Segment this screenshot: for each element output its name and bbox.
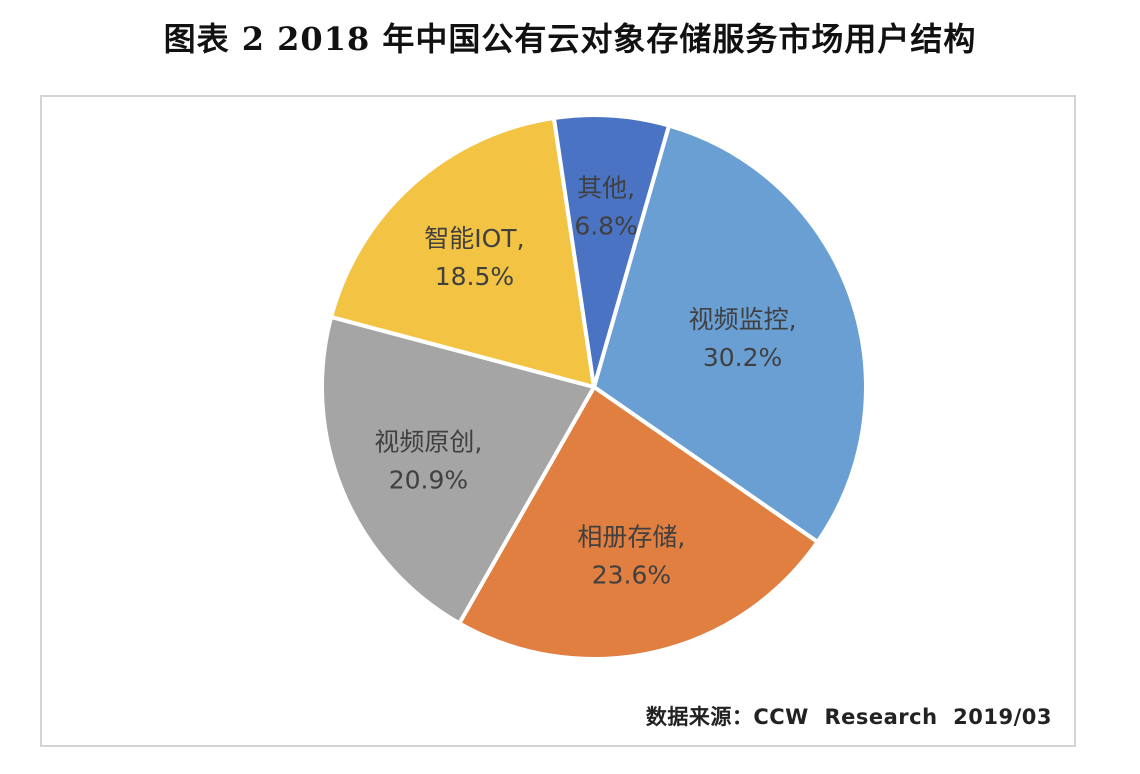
pie-slice bbox=[592, 123, 868, 544]
pie-slice bbox=[457, 385, 820, 661]
slice-label: 智能IOT, 18.5% bbox=[424, 224, 524, 291]
data-source: 数据来源：CCW Research 2019/03 bbox=[645, 705, 1052, 729]
slice-label: 相册存储, 23.6% bbox=[577, 522, 685, 589]
pie-slice bbox=[551, 113, 671, 389]
chart-frame: 视频监控, 30.2% 相册存储, 23.6% 视频原创, 20.9% 智能IOT, 18.5… bbox=[40, 95, 1076, 747]
slice-label: 视频原创, 20.9% bbox=[374, 427, 482, 494]
pie-slice bbox=[329, 115, 596, 389]
pie-chart: 视频监控, 30.2% 相册存储, 23.6% 视频原创, 20.9% 智能IOT, 18.5… bbox=[320, 113, 868, 661]
pie-slice bbox=[320, 314, 596, 626]
chart-title: 图表 2 2018 年中国公有云对象存储服务市场用户结构 bbox=[163, 20, 977, 58]
slice-label: 其他, 6.8% bbox=[574, 173, 638, 240]
slice-label: 视频监控, 30.2% bbox=[689, 305, 797, 372]
